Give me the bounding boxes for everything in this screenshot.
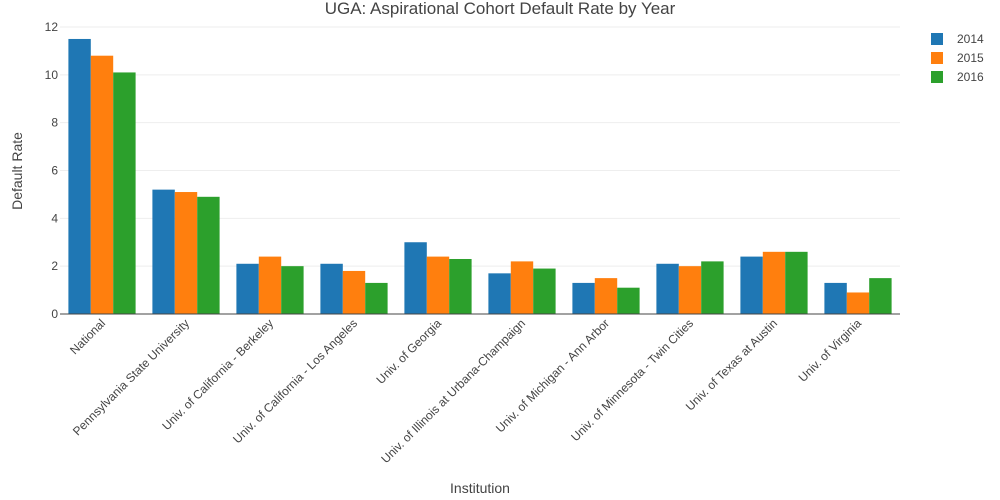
x-tick-label: Univ. of Illinois at Urbana-Champaign: [378, 316, 528, 466]
bar-2016[interactable]: [113, 72, 136, 314]
bar-2016[interactable]: [197, 196, 220, 314]
x-tick-label: Univ. of Georgia: [374, 316, 445, 387]
bar-2016[interactable]: [785, 251, 808, 314]
y-tick-label: 12: [45, 20, 59, 34]
legend-label-2014[interactable]: 2014: [957, 32, 984, 46]
bar-2016[interactable]: [449, 258, 472, 314]
bar-2015[interactable]: [342, 270, 366, 314]
chart-title: UGA: Aspirational Cohort Default Rate by…: [325, 0, 676, 18]
bar-2016[interactable]: [281, 266, 304, 314]
bar-2016[interactable]: [533, 268, 556, 314]
bar-2015[interactable]: [846, 292, 870, 314]
y-tick-label: 10: [45, 68, 59, 82]
bar-2014[interactable]: [656, 263, 679, 314]
y-tick-label: 6: [51, 164, 58, 178]
bar-2015[interactable]: [90, 55, 114, 314]
bar-2016[interactable]: [701, 261, 724, 314]
bars: [68, 38, 892, 314]
bar-2015[interactable]: [762, 251, 786, 314]
legend-swatch-2016[interactable]: [931, 71, 943, 83]
bar-2015[interactable]: [594, 278, 618, 314]
bar-2014[interactable]: [740, 256, 763, 314]
bar-2014[interactable]: [152, 189, 175, 314]
legend-swatch-2015[interactable]: [931, 52, 943, 64]
y-tick-label: 8: [51, 116, 58, 130]
bar-2014[interactable]: [572, 282, 595, 314]
y-tick-label: 0: [51, 307, 58, 321]
bar-2014[interactable]: [824, 282, 847, 314]
bar-2014[interactable]: [404, 242, 427, 314]
y-tick-label: 2: [51, 259, 58, 273]
bar-2015[interactable]: [258, 256, 282, 314]
legend-label-2015[interactable]: 2015: [957, 51, 984, 65]
x-tick-label: National: [67, 316, 108, 357]
x-axis-title: Institution: [450, 480, 510, 496]
y-axis-title: Default Rate: [9, 132, 25, 210]
legend-swatch-2014[interactable]: [931, 33, 943, 45]
bar-2014[interactable]: [320, 263, 343, 314]
bar-2015[interactable]: [678, 266, 702, 314]
legend-label-2016[interactable]: 2016: [957, 70, 984, 84]
bar-2015[interactable]: [174, 192, 198, 314]
bar-2015[interactable]: [426, 256, 450, 314]
bar-2014[interactable]: [236, 263, 259, 314]
y-tick-labels: 0 2 4 6 8 10 12: [45, 20, 59, 321]
bar-2016[interactable]: [365, 282, 388, 314]
bar-2016[interactable]: [617, 287, 640, 314]
bar-2015[interactable]: [510, 261, 534, 314]
y-tick-label: 4: [51, 211, 58, 225]
bar-2016[interactable]: [869, 278, 892, 314]
bar-2014[interactable]: [488, 273, 511, 314]
x-tick-label: Univ. of Virginia: [796, 316, 865, 385]
legend[interactable]: 2014 2015 2016: [931, 32, 984, 84]
x-tick-label: Univ. of Texas at Austin: [683, 316, 780, 413]
bar-2014[interactable]: [68, 38, 91, 314]
